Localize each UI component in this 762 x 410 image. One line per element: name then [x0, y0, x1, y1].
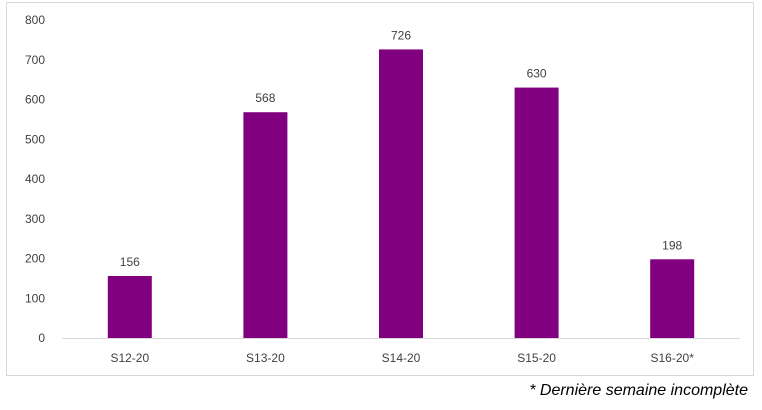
data-label: 630: [527, 67, 547, 81]
x-category-label: S16-20*: [651, 351, 695, 365]
y-tick-label: 800: [25, 13, 45, 27]
bar-s15-20: [514, 87, 559, 338]
data-label: 568: [255, 91, 275, 105]
bar-s13-20: [243, 112, 288, 338]
bars: 156 568 726 630 198: [107, 28, 695, 338]
bar-s14-20: [379, 49, 423, 338]
bar-s16-20: [650, 259, 695, 338]
x-category-label: S15-20: [517, 351, 556, 365]
y-tick-label: 400: [25, 172, 45, 186]
data-label: 198: [662, 238, 682, 252]
x-category-label: S13-20: [246, 351, 285, 365]
y-tick-label: 200: [25, 252, 45, 266]
x-axis: S12-20 S13-20 S14-20 S15-20 S16-20*: [110, 351, 694, 365]
data-label: 726: [391, 28, 411, 42]
y-axis: 0 100 200 300 400 500 600 700 800: [25, 13, 45, 345]
y-tick-label: 300: [25, 212, 45, 226]
bar-chart: 0 100 200 300 400 500 600 700 800 156 568 726 630 19…: [25, 13, 740, 365]
bar-s12-20: [107, 275, 152, 338]
x-category-label: S12-20: [110, 351, 149, 365]
y-tick-label: 100: [25, 291, 45, 305]
data-label: 156: [120, 255, 140, 269]
x-category-label: S14-20: [382, 351, 421, 365]
y-tick-label: 700: [25, 53, 45, 67]
y-tick-label: 600: [25, 93, 45, 107]
chart-footnote: * Dernière semaine incomplète: [529, 382, 748, 399]
y-tick-label: 0: [38, 331, 45, 345]
y-tick-label: 500: [25, 132, 45, 146]
